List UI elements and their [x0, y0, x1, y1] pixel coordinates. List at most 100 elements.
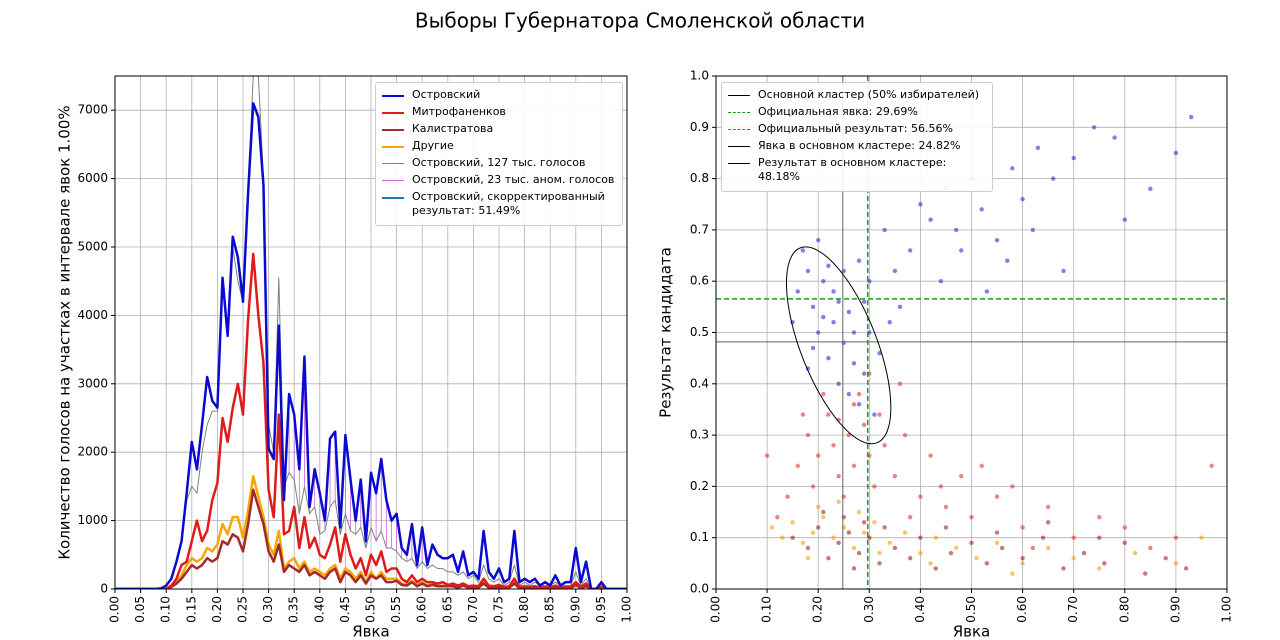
- scatter-point: [948, 550, 954, 556]
- y-tick-label: 0.4: [690, 376, 709, 390]
- scatter-point: [790, 535, 795, 540]
- legend-entry: Митрофаненков: [382, 105, 616, 119]
- scatter-point: [1091, 125, 1097, 130]
- legend-label: Калистратова: [412, 122, 494, 135]
- legend-entry: Калистратова: [382, 122, 616, 136]
- scatter-point: [856, 509, 862, 515]
- legend-entry: Островский, 127 тыс. голосов: [382, 156, 616, 170]
- scatter-point: [877, 412, 882, 417]
- scatter-point: [841, 525, 846, 530]
- y-tick-label: 0.2: [690, 479, 709, 493]
- scatter-point: [918, 535, 923, 540]
- scatter-point: [1173, 150, 1179, 156]
- scatter-point: [805, 432, 811, 438]
- x-tick-label: 0.85: [543, 596, 557, 623]
- scatter-point: [836, 473, 841, 479]
- scatter-point: [974, 556, 979, 561]
- x-tick-label: 0.00: [108, 596, 122, 623]
- scatter-point: [1010, 166, 1015, 171]
- scatter-point: [1081, 550, 1087, 556]
- scatter-point: [821, 514, 826, 520]
- scatter-point: [1051, 176, 1056, 181]
- x-tick-label: 1.00: [1220, 596, 1234, 623]
- scatter-point: [846, 530, 852, 535]
- legend: Основной кластер (50% избирателей) Официа…: [721, 82, 993, 192]
- x-tick-label: 0.20: [811, 596, 825, 623]
- scatter-point: [856, 391, 862, 397]
- x-tick-label: 0.50: [964, 596, 978, 623]
- legend-entry: Другие: [382, 139, 616, 153]
- y-axis-label: Количество голосов на участках в интерва…: [56, 105, 74, 559]
- legend-label: Островский, скорректированный результат:…: [412, 190, 605, 217]
- scatter-point: [810, 304, 816, 310]
- scatter-point: [826, 556, 831, 561]
- scatter-point: [892, 545, 898, 551]
- scatter-point: [1071, 155, 1076, 161]
- legend-swatch: [728, 163, 750, 164]
- plot-area: [115, 76, 627, 589]
- scatter-point: [1030, 227, 1036, 233]
- y-tick-label: 1000: [77, 513, 108, 527]
- scatter-point: [841, 268, 846, 274]
- scatter-point: [816, 504, 821, 510]
- x-tick-label: 0.35: [287, 596, 301, 623]
- legend-swatch: [382, 163, 404, 164]
- scatter-point: [1010, 571, 1015, 576]
- scatter-point: [994, 494, 1000, 499]
- x-tick-label: 0.90: [568, 596, 582, 623]
- scatter-point: [770, 525, 775, 530]
- scatter-point: [902, 432, 908, 438]
- scatter-point: [851, 330, 857, 335]
- scatter-point: [918, 494, 923, 499]
- legend-entry: Официальная явка: 29.69%: [728, 105, 986, 119]
- scatter-point: [969, 540, 974, 546]
- x-tick-label: 0.75: [492, 596, 506, 623]
- series-line: [115, 252, 627, 589]
- scatter-point: [907, 556, 913, 561]
- scatter-point: [1097, 566, 1102, 571]
- scatter-point: [851, 545, 857, 551]
- y-tick-label: 7000: [77, 103, 108, 117]
- scatter-point: [795, 463, 800, 469]
- scatter-point: [933, 535, 938, 540]
- scatter-point: [821, 314, 826, 320]
- scatter-point: [764, 453, 770, 458]
- scatter-point: [1189, 114, 1194, 120]
- legend-entry: Результат в основном кластере: 48.18%: [728, 156, 986, 184]
- legend-entry: Островский, 23 тыс. аном. голосов: [382, 173, 616, 187]
- x-tick-label: 0.50: [364, 596, 378, 623]
- scatter-point: [1183, 566, 1189, 571]
- scatter-point: [836, 381, 841, 386]
- x-tick-label: 0.10: [159, 596, 173, 623]
- scatter-point: [979, 463, 984, 469]
- x-tick-label: 0.10: [760, 596, 774, 623]
- scatter-point: [805, 268, 811, 274]
- y-tick-label: 5000: [77, 240, 108, 254]
- scatter-point: [928, 217, 933, 222]
- x-tick-label: 0.80: [517, 596, 531, 623]
- scatter-point: [821, 509, 826, 515]
- scatter-point: [785, 494, 790, 499]
- scatter-point: [1143, 571, 1148, 576]
- y-tick-label: 6000: [77, 171, 108, 185]
- legend-label: Официальный результат: 56.56%: [758, 122, 953, 135]
- legend-swatch: [728, 112, 750, 113]
- scatter-point: [836, 540, 841, 546]
- y-tick-label: 4000: [77, 308, 108, 322]
- y-tick-label: 1.0: [690, 69, 709, 83]
- x-tick-label: 0.40: [913, 596, 927, 623]
- plot-frame: [715, 75, 1228, 590]
- legend-swatch: [382, 180, 404, 181]
- scatter-point: [805, 545, 811, 551]
- scatter-point: [1163, 556, 1168, 561]
- legend-entry: Официальный результат: 56.56%: [728, 122, 986, 136]
- scatter-point: [892, 473, 898, 479]
- scatter-point: [1045, 504, 1051, 510]
- scatter-point: [1112, 135, 1117, 140]
- series-line: [115, 102, 627, 589]
- scatter-point: [1097, 514, 1102, 520]
- scatter-point: [1122, 525, 1128, 530]
- scatter-point: [816, 453, 821, 458]
